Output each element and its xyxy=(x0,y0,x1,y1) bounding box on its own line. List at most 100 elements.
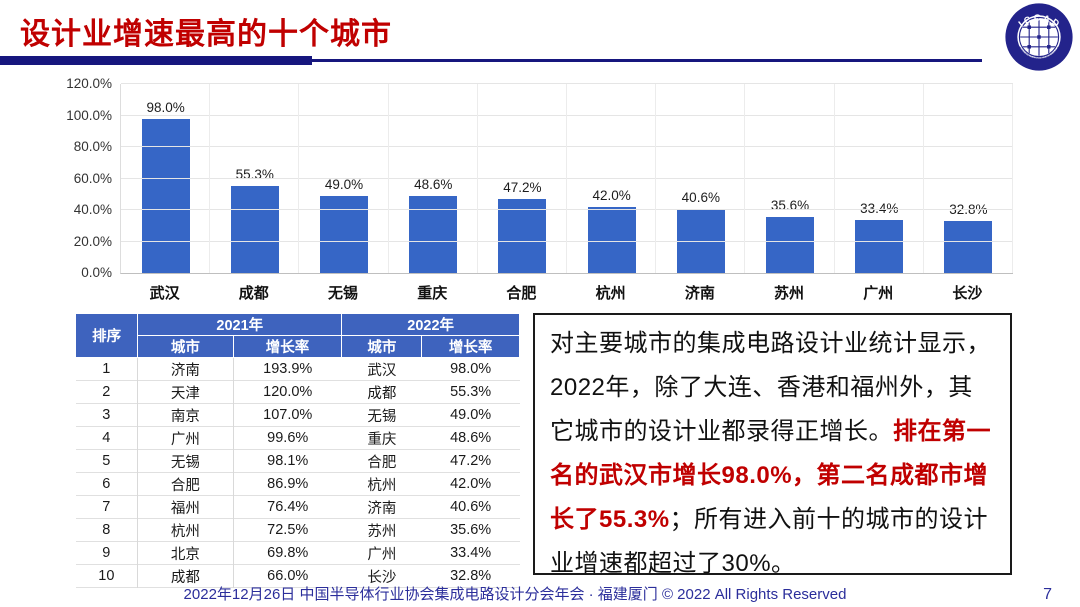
table-cell: 无锡 xyxy=(137,449,234,473)
table-cell: 120.0% xyxy=(233,380,342,404)
table-cell: 重庆 xyxy=(341,426,422,450)
x-category-label: 成都 xyxy=(238,285,269,302)
x-category-label: 杭州 xyxy=(595,285,626,302)
table-cell: 33.4% xyxy=(421,541,520,565)
table-cell: 杭州 xyxy=(137,518,234,542)
table-cell: 72.5% xyxy=(233,518,342,542)
city-2021-header: 城市 xyxy=(137,335,234,358)
v-gridline xyxy=(1012,84,1013,273)
x-category-label: 长沙 xyxy=(952,285,983,302)
bar-广州 xyxy=(855,220,904,273)
growth-2021-header: 增长率 xyxy=(232,335,343,358)
table-cell: 8 xyxy=(75,518,139,542)
table-row: 9 北京 69.8% 广州 33.4% xyxy=(75,541,520,565)
bar-value-label: 55.3% xyxy=(235,166,274,182)
table-cell: 广州 xyxy=(137,426,234,450)
bar-value-label: 48.6% xyxy=(414,177,453,193)
y-tick-label: 60.0% xyxy=(73,170,112,186)
table-cell: 2 xyxy=(75,380,139,404)
table-row: 8 杭州 72.5% 苏州 35.6% xyxy=(75,518,520,542)
bar-value-label: 47.2% xyxy=(503,179,542,195)
v-gridline xyxy=(833,84,835,273)
bar-value-label: 40.6% xyxy=(681,190,720,206)
page-title: 设计业增速最高的十个城市 xyxy=(20,18,392,51)
table-cell: 福州 xyxy=(137,495,234,519)
table-cell: 32.8% xyxy=(421,564,520,588)
table-cell: 69.8% xyxy=(233,541,342,565)
x-category-label: 无锡 xyxy=(328,285,359,302)
y-axis: 0.0% 20.0% 40.0% 60.0% 80.0% 100.0% 120.0% xyxy=(66,76,114,280)
table-cell: 成都 xyxy=(341,380,422,404)
note-text-part2: ；所有进入前十的城市的设计业增速都超过了30%。 xyxy=(550,506,989,577)
table-cell: 6 xyxy=(75,472,139,496)
v-gridline xyxy=(744,84,746,273)
table-cell: 南京 xyxy=(137,403,234,427)
year-2022-header: 2022年 xyxy=(341,313,520,336)
y-tick-label: 40.0% xyxy=(73,202,112,218)
svg-text:I C C A D: I C C A D xyxy=(1016,12,1061,28)
h-gridline xyxy=(121,177,1013,179)
y-tick-label: 120.0% xyxy=(66,76,112,91)
x-category-label: 济南 xyxy=(684,285,715,302)
table-row: 7 福州 76.4% 济南 40.6% xyxy=(75,495,520,519)
table-cell: 济南 xyxy=(341,495,422,519)
note-text-part1: 对主要城市的集成电路设计业统计显示，2022年，除了大连、香港和福州外，其它城市… xyxy=(550,330,991,445)
h-gridline xyxy=(121,146,1013,147)
title-divider-thin xyxy=(300,59,982,62)
note-highlight-text: 排在第一名的武汉市增长98.0%，第二名成都市增长了55.3% xyxy=(550,418,991,533)
table-cell: 济南 xyxy=(137,357,234,381)
table-cell: 杭州 xyxy=(341,472,422,496)
summary-note-box: 对主要城市的集成电路设计业统计显示，2022年，除了大连、香港和福州外，其它城市… xyxy=(533,313,1012,577)
table-cell: 北京 xyxy=(137,541,234,565)
bar-value-label: 98.0% xyxy=(146,99,185,115)
table-row: 4 广州 99.6% 重庆 48.6% xyxy=(75,426,520,450)
x-category-label: 苏州 xyxy=(774,285,805,302)
bar-value-label: 42.0% xyxy=(592,187,631,203)
table-cell: 长沙 xyxy=(341,564,422,588)
ranking-table: 排序 2021年 2022年 城市 增长率 城市 增长率 1 济南 193.9% 武汉… xyxy=(74,313,520,588)
bar-slot: 98.0% xyxy=(121,84,210,273)
table-row: 10 成都 66.0% 长沙 32.8% xyxy=(75,564,520,588)
table-cell: 10 xyxy=(75,564,139,588)
plot-area: 98.0% 55.3% 49.0% 48.6% 47.2% 42.0% 40.6% 35.6%… xyxy=(120,83,1013,274)
year-2021-header: 2021年 xyxy=(137,313,343,336)
table-cell: 86.9% xyxy=(233,472,342,496)
iccad-logo-icon: I C C A D 中国半导体行业协会集成电路设计分会 xyxy=(1005,3,1073,71)
table-cell: 107.0% xyxy=(233,403,342,427)
bar-成都 xyxy=(230,185,279,273)
v-gridline xyxy=(387,84,389,273)
y-tick-label: 80.0% xyxy=(73,139,112,155)
table-row: 1 济南 193.9% 武汉 98.0% xyxy=(75,357,520,381)
y-tick-label: 20.0% xyxy=(73,233,112,249)
x-category-label: 重庆 xyxy=(417,285,448,302)
table-cell: 55.3% xyxy=(421,380,520,404)
table-cell: 35.6% xyxy=(421,518,520,542)
v-gridline xyxy=(566,84,567,273)
table-cell: 武汉 xyxy=(341,357,422,381)
bar-slot: 48.6% xyxy=(389,84,478,273)
x-axis: 武汉 成都 无锡 重庆 合肥 杭州 济南 苏州 广州 长沙 xyxy=(120,282,1012,303)
table-cell: 40.6% xyxy=(421,495,520,519)
v-gridline xyxy=(922,84,924,273)
y-tick-label: 100.0% xyxy=(66,107,112,123)
bar-slot: 32.8% xyxy=(924,84,1013,273)
bar-slot: 35.6% xyxy=(745,84,834,273)
bar-重庆 xyxy=(409,196,458,273)
table-row: 5 无锡 98.1% 合肥 47.2% xyxy=(75,449,520,473)
table-cell: 42.0% xyxy=(421,472,520,496)
x-category-label: 合肥 xyxy=(506,285,537,302)
table-cell: 合肥 xyxy=(341,449,422,473)
v-gridline xyxy=(298,84,300,273)
v-gridline xyxy=(209,84,211,273)
table-cell: 98.0% xyxy=(421,357,520,381)
table-cell: 3 xyxy=(75,403,139,427)
footer-text: 2022年12月26日 中国半导体行业协会集成电路设计分会年会 · 福建厦门 ©… xyxy=(183,586,847,603)
growth-bar-chart: 0.0% 20.0% 40.0% 60.0% 80.0% 100.0% 120.0% 98.… xyxy=(66,76,1015,308)
table-cell: 48.6% xyxy=(421,426,520,450)
table-row: 2 天津 120.0% 成都 55.3% xyxy=(75,380,520,404)
h-gridline xyxy=(121,240,1013,242)
table-cell: 98.1% xyxy=(233,449,342,473)
h-gridline xyxy=(121,209,1013,210)
table-cell: 无锡 xyxy=(341,403,422,427)
bar-slot: 55.3% xyxy=(210,84,299,273)
